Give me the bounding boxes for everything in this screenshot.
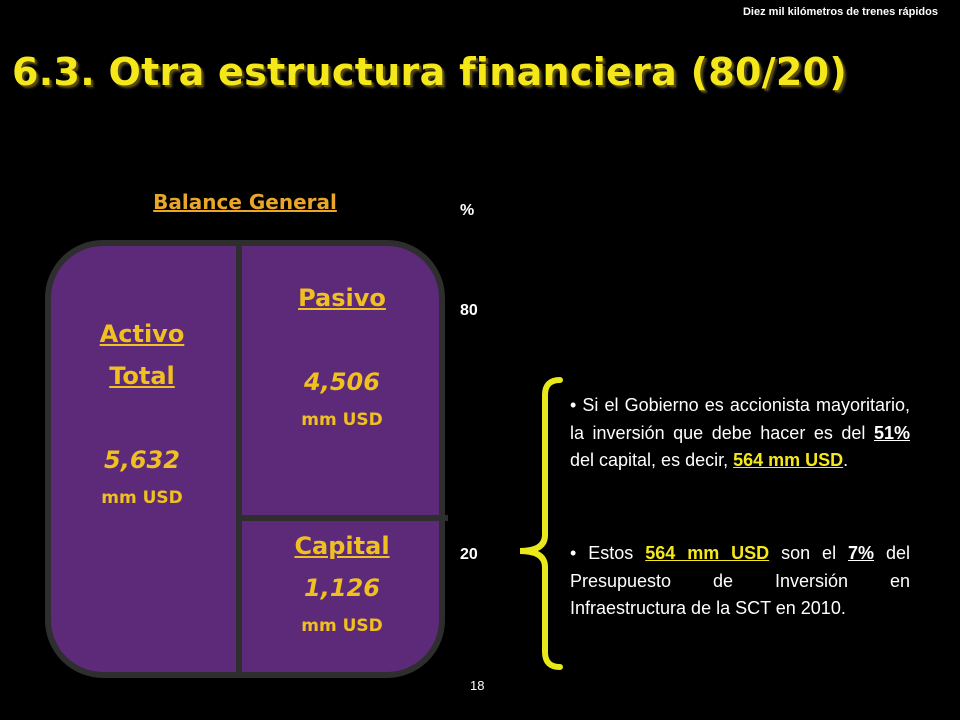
unit: mm USD (301, 616, 383, 636)
balance-box (45, 240, 445, 678)
label: Activo (99, 320, 185, 348)
amount: 5,632 (104, 446, 180, 474)
percent-header: % (460, 202, 475, 219)
bullet: • Si el Gobierno es accionista mayoritar… (570, 395, 910, 470)
header: Diez mil kilómetros de trenes rápidos (742, 6, 938, 18)
label: Capital (294, 532, 390, 560)
amount: 4,506 (304, 368, 380, 396)
unit: mm USD (301, 410, 383, 430)
text: . (843, 450, 849, 470)
bullet: • Estos 564 mm USD son el 7% del Presupu… (570, 543, 910, 618)
label: Pasivo (298, 284, 386, 312)
text: 51% (873, 422, 910, 443)
text: 564 mm USD (645, 543, 770, 563)
amount: 1,126 (304, 574, 380, 602)
text: 7% (848, 543, 875, 563)
unit: mm USD (101, 488, 183, 508)
balance-heading: Balance General (153, 190, 337, 214)
pasivo: Pasivo 4,506 mm USD (242, 284, 442, 430)
text: Si el Gobierno es accionista mayoritario… (570, 395, 910, 443)
text: del capital, es decir, (570, 450, 734, 470)
text: Estos (588, 543, 646, 563)
capital: Capital 1,126 mm USD (242, 532, 442, 636)
percent-low: 20 (460, 546, 478, 563)
brace (519, 377, 563, 670)
page-number: 18 (470, 678, 485, 693)
percent-high: 80 (460, 302, 478, 319)
text: del Presupuesto de Inversión en Infraest… (570, 543, 910, 618)
label: Total (109, 362, 175, 390)
text: son el (769, 543, 849, 563)
activo: Activo Total 5,632 mm USD (48, 320, 236, 508)
slide-title: 6.3. Otra estructura financiera (80/20) (12, 50, 848, 94)
text: 564 mm USD (733, 450, 844, 470)
